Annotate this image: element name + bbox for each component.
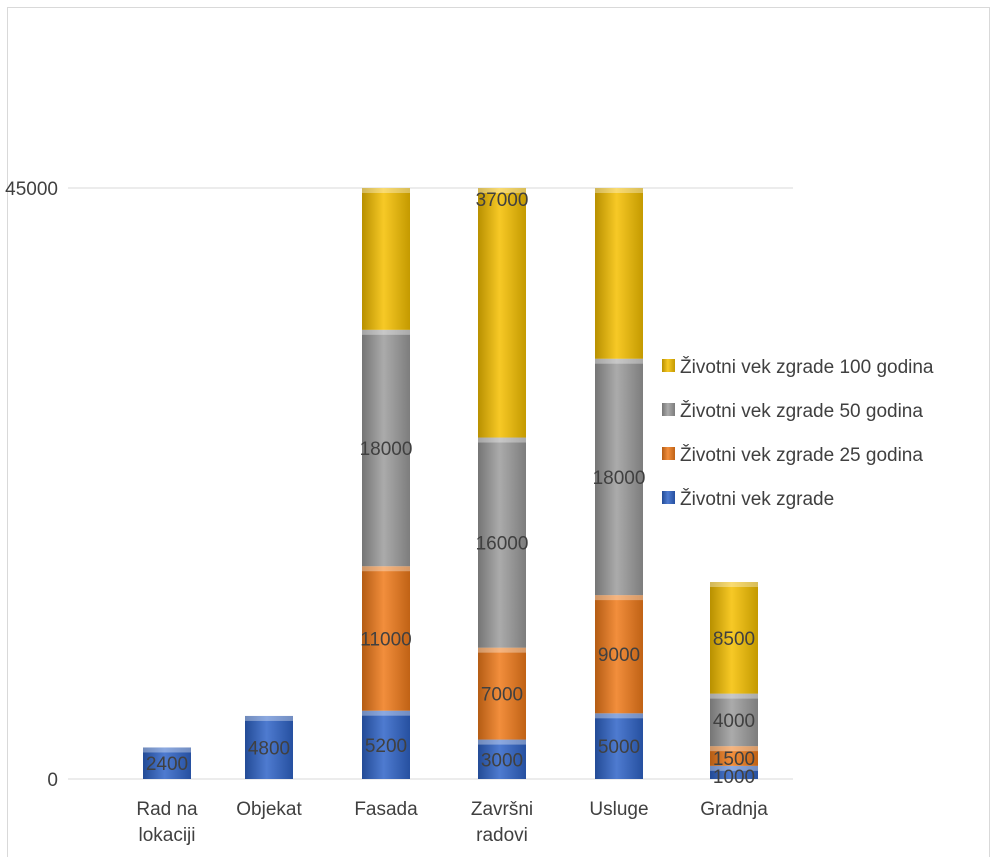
x-tick-label: Rad na bbox=[136, 799, 198, 820]
data-label: 4800 bbox=[248, 738, 290, 759]
chart-frame bbox=[7, 7, 990, 857]
bar-segment-highlight bbox=[362, 566, 410, 572]
bar-segment bbox=[362, 566, 410, 711]
x-axis-ticks: Rad na lokaciji Objekat Fasada Završni radovi… bbox=[136, 799, 768, 846]
legend-label: Životni vek zgrade bbox=[680, 488, 834, 510]
bar-segment bbox=[478, 647, 526, 740]
data-label: 18000 bbox=[360, 439, 413, 460]
y-axis-ticks: 0 45000 bbox=[5, 179, 58, 791]
legend-swatch bbox=[662, 491, 675, 504]
data-label: 3000 bbox=[481, 750, 523, 771]
data-label: 9000 bbox=[598, 645, 640, 666]
bar-segment-highlight bbox=[362, 329, 410, 335]
legend-swatch bbox=[662, 359, 675, 372]
gridlines bbox=[68, 187, 793, 780]
data-label: 16000 bbox=[476, 534, 529, 555]
bar-segment bbox=[595, 595, 643, 714]
bar-segment-highlight bbox=[478, 188, 526, 193]
data-label: 18000 bbox=[593, 468, 646, 489]
y-tick-label: 0 bbox=[47, 770, 58, 791]
data-label: 8500 bbox=[713, 629, 755, 650]
bar-segment-highlight bbox=[478, 739, 526, 745]
bar-segment-highlight bbox=[710, 582, 758, 587]
bar-segment-highlight bbox=[362, 188, 410, 193]
bar-segment-highlight bbox=[710, 765, 758, 771]
y-tick-label: 45000 bbox=[5, 179, 58, 200]
legend-swatch bbox=[662, 403, 675, 416]
data-label: 11000 bbox=[360, 629, 411, 650]
bar-segment bbox=[478, 188, 526, 438]
data-label: 2400 bbox=[146, 754, 188, 775]
bar-segment-highlight bbox=[710, 693, 758, 699]
bar-segment bbox=[710, 582, 758, 694]
x-tick-label: Objekat bbox=[236, 799, 302, 820]
bar-segment bbox=[143, 747, 191, 779]
bar-segment-highlight bbox=[362, 710, 410, 716]
bar-segment bbox=[595, 358, 643, 596]
data-label: 5000 bbox=[598, 737, 640, 758]
data-label: 4000 bbox=[713, 711, 755, 732]
x-tick-label: radovi bbox=[476, 825, 528, 846]
bar-segment bbox=[478, 437, 526, 648]
data-label: 5200 bbox=[365, 736, 407, 757]
bar-segment bbox=[478, 739, 526, 779]
data-label: 37000 bbox=[476, 190, 529, 211]
bars bbox=[143, 188, 758, 779]
bar-segment bbox=[362, 188, 410, 330]
bar-segment-highlight bbox=[478, 647, 526, 653]
bar-segment-highlight bbox=[710, 746, 758, 752]
data-label: 1000 bbox=[713, 767, 755, 788]
legend: Životni vek zgrade 100 godina Životni vek… bbox=[662, 356, 934, 510]
bar-segment-highlight bbox=[595, 713, 643, 719]
bar-segment bbox=[245, 715, 293, 779]
bar-segment bbox=[710, 693, 758, 747]
bar-segment bbox=[362, 710, 410, 779]
bar-segment bbox=[362, 329, 410, 567]
x-tick-label: Završni bbox=[471, 799, 533, 820]
bar-segment-highlight bbox=[245, 715, 293, 721]
bar-segment bbox=[710, 746, 758, 766]
legend-label: Životni vek zgrade 25 godina bbox=[680, 444, 923, 466]
data-labels: 2400 4800 5200 11000 18000 3000 7000 16000 37000… bbox=[146, 190, 755, 788]
x-tick-label: Gradnja bbox=[700, 799, 768, 820]
bar-segment-highlight bbox=[595, 358, 643, 364]
x-tick-label: Usluge bbox=[589, 799, 648, 820]
bar-segment-highlight bbox=[478, 437, 526, 443]
bar-segment bbox=[595, 713, 643, 779]
x-tick-label: Fasada bbox=[354, 799, 418, 820]
data-label: 7000 bbox=[481, 685, 523, 706]
bar-segment bbox=[710, 765, 758, 779]
legend-swatch bbox=[662, 447, 675, 460]
bar-segment bbox=[595, 188, 643, 359]
x-tick-label: lokaciji bbox=[138, 825, 195, 846]
data-label: 1500 bbox=[713, 749, 755, 770]
bar-segment-highlight bbox=[143, 747, 191, 753]
legend-label: Životni vek zgrade 50 godina bbox=[680, 400, 923, 422]
bar-segment-highlight bbox=[595, 188, 643, 193]
bar-segment-highlight bbox=[595, 595, 643, 601]
legend-label: Životni vek zgrade 100 godina bbox=[680, 356, 934, 378]
